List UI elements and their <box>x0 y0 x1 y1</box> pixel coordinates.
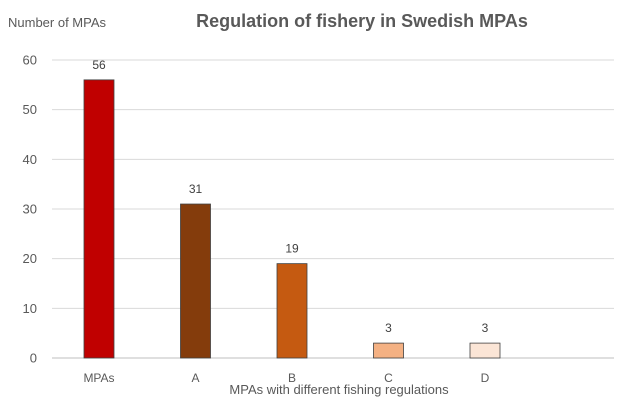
x-tick-labels: MPAs A B C D <box>83 371 489 385</box>
data-label: 3 <box>385 321 392 335</box>
y-tick-label: 10 <box>23 301 37 316</box>
data-labels: 56 31 19 3 3 <box>92 58 488 335</box>
x-axis-label: MPAs with different fishing regulations <box>229 382 449 397</box>
x-tick-label: MPAs <box>83 371 114 385</box>
y-tick-labels: 0 10 20 30 40 50 60 <box>23 53 37 366</box>
x-tick-label: C <box>384 371 393 385</box>
chart-title: Regulation of fishery in Swedish MPAs <box>196 11 528 31</box>
bar <box>83 79 115 359</box>
bar <box>469 342 501 359</box>
y-tick-label: 40 <box>23 152 37 167</box>
x-tick-label: B <box>288 371 296 385</box>
data-label: 3 <box>482 321 489 335</box>
y-tick-label: 0 <box>30 351 37 366</box>
y-tick-label: 30 <box>23 202 37 217</box>
bar <box>180 203 211 359</box>
bar <box>373 342 404 359</box>
y-tick-label: 20 <box>23 251 37 266</box>
y-tick-label: 50 <box>23 102 37 117</box>
data-label: 56 <box>92 58 106 72</box>
x-tick-label: D <box>481 371 490 385</box>
bars <box>83 79 501 359</box>
y-tick-label: 60 <box>23 53 37 68</box>
gridlines <box>52 59 614 359</box>
bar <box>276 263 308 359</box>
x-tick-label: A <box>191 371 199 385</box>
data-label: 19 <box>285 242 299 256</box>
data-label: 31 <box>189 182 203 196</box>
y-axis-label: Number of MPAs <box>8 15 107 30</box>
